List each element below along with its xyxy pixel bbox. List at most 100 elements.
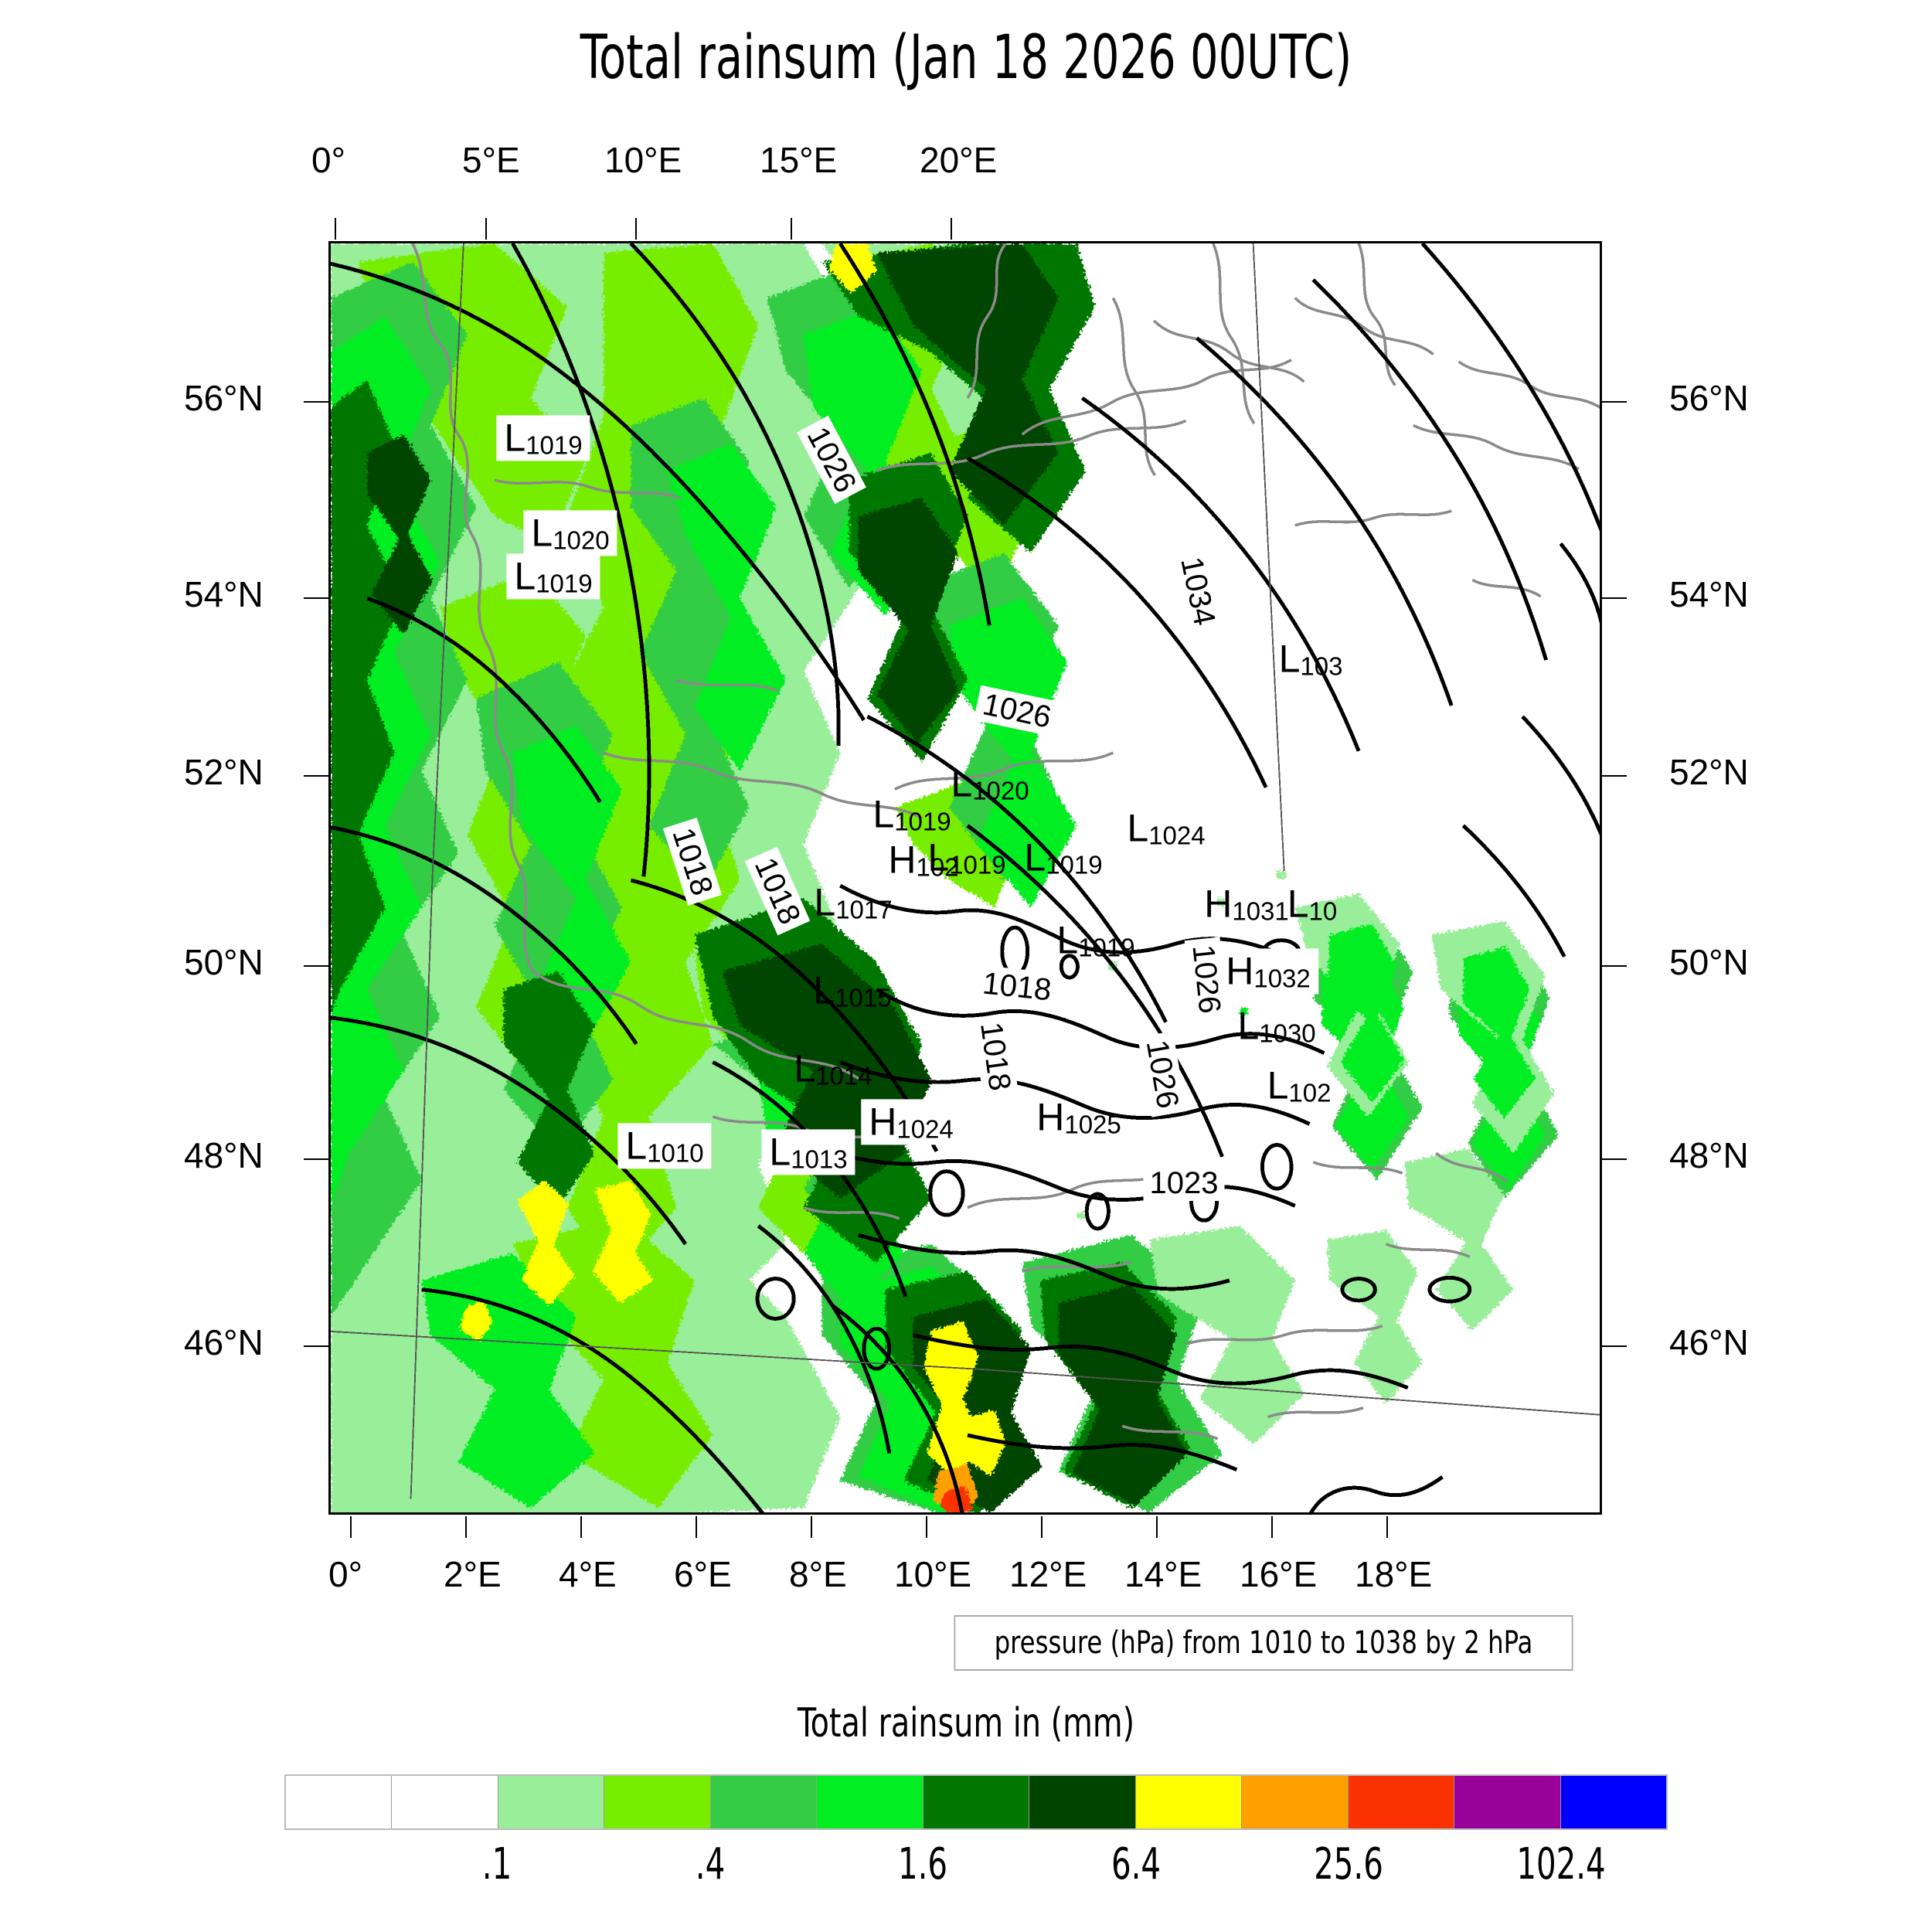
colorbar-tick-2: 1.6 <box>898 1839 948 1889</box>
pressure-center-value: 1031 <box>1232 896 1289 926</box>
colorbar-tick-5: 102.4 <box>1516 1839 1606 1889</box>
right-tick <box>1602 1158 1627 1160</box>
top-tick <box>485 218 487 240</box>
low-pressure-label: L1019 <box>506 553 600 600</box>
pressure-center-value: 1013 <box>791 1145 848 1174</box>
top-axis-label-4: 20°E <box>920 140 998 180</box>
pressure-center-type: L <box>872 792 895 836</box>
pressure-center-value: 102 <box>1288 1078 1332 1107</box>
bottom-tick <box>350 1516 352 1538</box>
pressure-center-type: L <box>504 416 526 460</box>
pressure-center-type: H <box>1036 1095 1065 1139</box>
colorbar-swatch-3 <box>604 1776 711 1828</box>
bottom-axis-label-6: 12°E <box>1009 1554 1087 1594</box>
pressure-center-value: 1014 <box>815 1061 872 1090</box>
right-tick <box>1602 1345 1627 1347</box>
pressure-center-value: 1024 <box>896 1114 954 1144</box>
colorbar-swatch-11 <box>1454 1776 1561 1828</box>
right-axis-label-2: 52°N <box>1669 752 1749 792</box>
top-tick <box>335 218 336 240</box>
precipitation-field <box>331 243 1560 1512</box>
colorbar-swatch-0 <box>286 1776 393 1828</box>
left-axis-label-1: 54°N <box>184 574 264 614</box>
pressure-center-type: L <box>1267 1063 1289 1107</box>
left-tick <box>304 1158 328 1160</box>
low-pressure-label: L1019 <box>1024 838 1102 877</box>
left-axis-label-5: 46°N <box>184 1322 264 1362</box>
right-axis-label-4: 48°N <box>1669 1135 1749 1175</box>
top-axis-label-1: 5°E <box>462 140 520 180</box>
bottom-tick <box>580 1516 582 1538</box>
colorbar-swatch-8 <box>1135 1776 1243 1828</box>
right-axis-label-0: 56°N <box>1669 378 1749 418</box>
left-tick <box>304 597 328 599</box>
pressure-center-type: H <box>1204 882 1233 926</box>
pressure-center-value: 1019 <box>1046 850 1103 879</box>
low-pressure-label: L1019 <box>872 794 951 834</box>
top-tick <box>791 218 792 240</box>
colorbar[interactable] <box>284 1774 1668 1830</box>
low-pressure-label: L1014 <box>794 1049 872 1088</box>
pressure-center-type: H <box>1226 949 1254 993</box>
right-axis-label-3: 50°N <box>1669 942 1749 982</box>
colorbar-swatch-9 <box>1242 1776 1349 1828</box>
pressure-center-type: L <box>769 1130 791 1174</box>
low-pressure-label: L1019 <box>496 415 590 461</box>
low-pressure-label: L1020 <box>523 510 617 556</box>
low-pressure-label: L1017 <box>814 883 892 922</box>
pressure-center-type: L <box>1056 918 1079 962</box>
colorbar-swatch-5 <box>817 1776 923 1828</box>
right-tick <box>1602 775 1627 777</box>
right-tick <box>1602 401 1627 403</box>
colorbar-tick-labels: .1 .4 1.6 6.4 25.6 102.4 <box>284 1839 1668 1909</box>
top-tick <box>951 218 952 240</box>
contour-label: 1023 <box>1143 1165 1225 1201</box>
pressure-center-value: 103 <box>1300 651 1343 681</box>
colorbar-tick-3: 6.4 <box>1111 1839 1161 1889</box>
pressure-caption: pressure (hPa) from 1010 to 1038 by 2 hP… <box>954 1615 1573 1671</box>
colorbar-swatch-1 <box>392 1776 498 1828</box>
top-axis-label-0: 0° <box>311 140 345 180</box>
pressure-center-type: L <box>514 554 536 598</box>
high-pressure-label: H102 <box>888 840 958 879</box>
right-axis-label-1: 54°N <box>1669 574 1749 614</box>
isobar-contours <box>331 243 1600 1512</box>
colorbar-swatch-12 <box>1560 1776 1667 1828</box>
bottom-tick <box>696 1516 697 1538</box>
bottom-axis-label-5: 10°E <box>894 1554 972 1594</box>
bottom-axis-label-2: 4°E <box>559 1554 617 1594</box>
bottom-tick <box>465 1516 467 1538</box>
low-pressure-label: L1024 <box>1127 808 1205 848</box>
bottom-tick <box>1386 1516 1388 1538</box>
bottom-axis-label-0: 0° <box>328 1554 362 1594</box>
left-axis-label-2: 52°N <box>184 752 264 792</box>
bottom-axis-label-4: 8°E <box>789 1554 847 1594</box>
pressure-center-value: 1017 <box>835 895 893 924</box>
colorbar-swatch-7 <box>1029 1776 1136 1828</box>
pressure-center-type: L <box>813 968 835 1012</box>
bottom-axis-label-3: 6°E <box>674 1554 732 1594</box>
pressure-center-type: L <box>927 835 950 879</box>
colorbar-title: Total rainsum in (mm) <box>797 1700 1135 1747</box>
high-pressure-label: H1031 <box>1204 884 1289 923</box>
low-pressure-label: L1019 <box>927 838 1005 877</box>
weather-map[interactable]: 1026 1034 1026 1018 1018 1018 1018 1026 1026 1023… <box>328 241 1602 1515</box>
pressure-center-value: 1030 <box>1259 1019 1316 1048</box>
bottom-axis-label-8: 16°E <box>1240 1554 1318 1594</box>
pressure-center-value: 1019 <box>949 850 1006 879</box>
pressure-center-value: 10 <box>1308 896 1338 926</box>
left-tick <box>304 965 328 967</box>
low-pressure-label: L1015 <box>813 971 891 1010</box>
pressure-center-type: L <box>1287 882 1309 926</box>
low-pressure-label: L1013 <box>761 1129 855 1175</box>
left-axis-label-3: 50°N <box>184 942 264 982</box>
top-axis-label-2: 10°E <box>604 140 682 180</box>
map-canvas <box>331 243 1600 1512</box>
page-title: Total rainsum (Jan 18 2026 00UTC) <box>580 23 1352 93</box>
low-pressure-label: L10 <box>1287 884 1338 923</box>
top-tick <box>635 218 637 240</box>
colorbar-swatch-10 <box>1348 1776 1455 1828</box>
pressure-center-value: 1024 <box>1148 821 1206 850</box>
high-pressure-label: H1032 <box>1218 948 1318 995</box>
colorbar-tick-1: .4 <box>695 1839 725 1889</box>
